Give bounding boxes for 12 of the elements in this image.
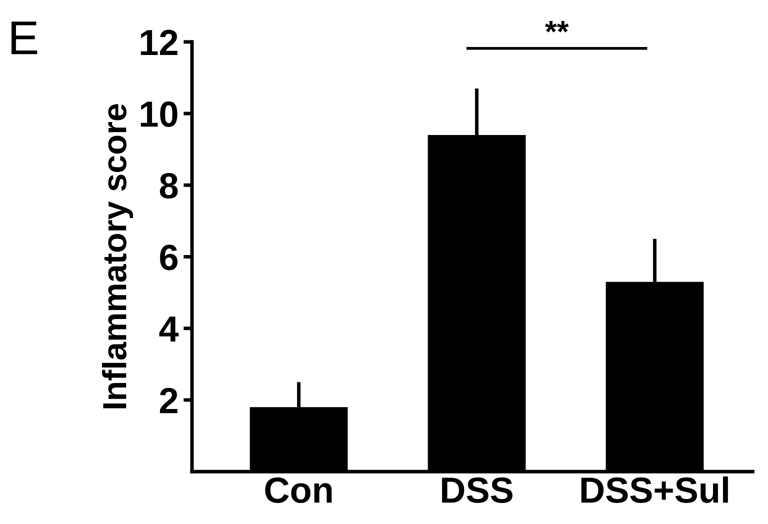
text: E (12, 22, 38, 54)
x-tick-label: DSS+Sul (581, 476, 728, 503)
y-tick-label: 2 (160, 388, 178, 414)
y-tick-label: 10 (140, 101, 178, 127)
y-tick-label: 6 (160, 244, 178, 270)
y-tick-label: 8 (160, 173, 178, 199)
y-tick-label: 12 (140, 30, 178, 56)
x-tick-label: Con (265, 477, 332, 503)
y-axis-title: Inflammatory score (102, 104, 134, 408)
y-tick-label: 4 (159, 316, 179, 342)
text: ** (545, 21, 569, 32)
x-tick-label: DSS (442, 477, 512, 503)
